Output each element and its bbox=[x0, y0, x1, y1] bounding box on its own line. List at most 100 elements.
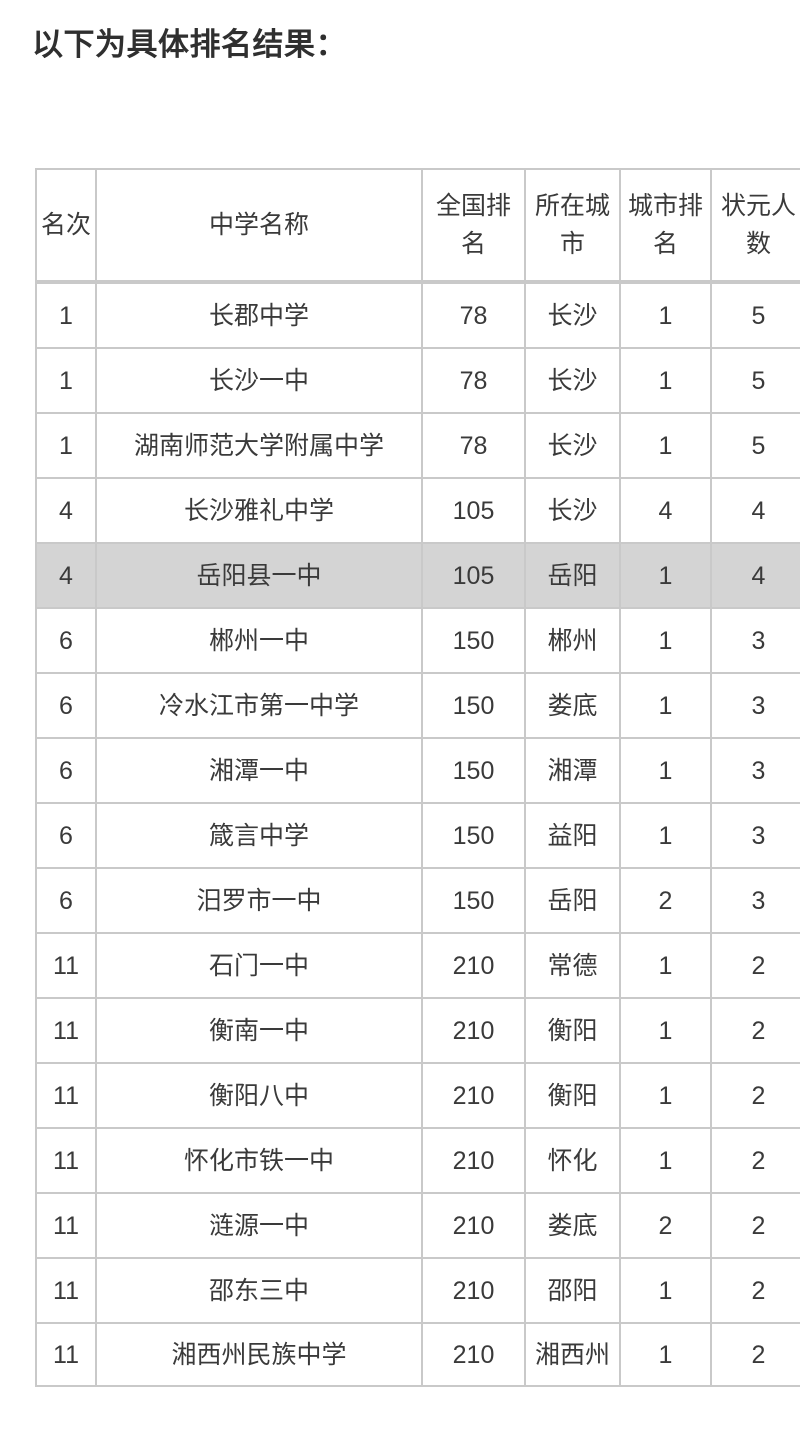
table-body: 1 长郡中学 78 长沙 1 5 1 长沙一中 78 长沙 1 5 1 湖南师范大学附属中学 78 长沙 1 5 4… bbox=[35, 282, 800, 1387]
cell-school-value: 长郡中学 bbox=[208, 301, 309, 330]
cell-count-value: 2 bbox=[751, 1146, 766, 1175]
cell-count-value: 3 bbox=[751, 756, 766, 785]
cell-national: 150 bbox=[421, 672, 524, 737]
cell-cityrank: 1 bbox=[619, 347, 710, 412]
cell-rank-value: 6 bbox=[59, 626, 73, 655]
cell-city: 岳阳 bbox=[524, 542, 619, 607]
cell-national: 210 bbox=[421, 932, 524, 997]
cell-national: 210 bbox=[421, 1192, 524, 1257]
cell-city: 益阳 bbox=[524, 802, 619, 867]
cell-count-value: 5 bbox=[751, 431, 766, 460]
cell-school-value: 涟源一中 bbox=[208, 1211, 309, 1240]
cell-city-value: 岳阳 bbox=[547, 886, 598, 915]
column-header-school-label: 中学名称 bbox=[208, 211, 309, 239]
cell-national-value: 78 bbox=[459, 366, 488, 395]
cell-cityrank: 1 bbox=[619, 412, 710, 477]
cell-rank: 11 bbox=[35, 932, 95, 997]
cell-count: 5 bbox=[710, 282, 800, 347]
table-row: 4 长沙雅礼中学 105 长沙 4 4 bbox=[35, 477, 800, 542]
cell-school-value: 汨罗市一中 bbox=[196, 886, 322, 915]
cell-national-value: 78 bbox=[459, 301, 488, 330]
table-row: 6 汨罗市一中 150 岳阳 2 3 bbox=[35, 867, 800, 932]
cell-rank: 1 bbox=[35, 282, 95, 347]
cell-national: 150 bbox=[421, 737, 524, 802]
cell-national: 210 bbox=[421, 1322, 524, 1387]
cell-cityrank: 1 bbox=[619, 607, 710, 672]
cell-cityrank-value: 2 bbox=[658, 886, 673, 915]
cell-cityrank: 1 bbox=[619, 997, 710, 1062]
cell-city-value: 衡阳 bbox=[547, 1016, 598, 1045]
column-header-national-rank: 全国排名 bbox=[421, 168, 524, 282]
cell-school: 怀化市铁一中 bbox=[95, 1127, 421, 1192]
cell-city-value: 长沙 bbox=[547, 496, 598, 525]
cell-count: 2 bbox=[710, 932, 800, 997]
table-row: 11 衡阳八中 210 衡阳 1 2 bbox=[35, 1062, 800, 1127]
cell-cityrank: 1 bbox=[619, 282, 710, 347]
cell-count-value: 5 bbox=[751, 366, 766, 395]
cell-cityrank-value: 1 bbox=[658, 821, 673, 850]
cell-city-value: 长沙 bbox=[547, 366, 598, 395]
cell-national-value: 210 bbox=[452, 951, 495, 980]
column-header-city-label: 所在城市 bbox=[534, 192, 610, 258]
cell-school-value: 邵东三中 bbox=[208, 1276, 309, 1305]
cell-cityrank-value: 1 bbox=[658, 1340, 673, 1369]
cell-count-value: 4 bbox=[751, 561, 766, 590]
cell-rank: 11 bbox=[35, 1192, 95, 1257]
cell-national: 78 bbox=[421, 282, 524, 347]
cell-city-value: 长沙 bbox=[547, 301, 598, 330]
cell-national-value: 78 bbox=[459, 431, 488, 460]
cell-school-value: 湖南师范大学附属中学 bbox=[133, 431, 384, 460]
cell-national-value: 150 bbox=[452, 691, 495, 720]
cell-school-value: 衡阳八中 bbox=[208, 1081, 309, 1110]
cell-count: 2 bbox=[710, 1322, 800, 1387]
cell-national: 210 bbox=[421, 997, 524, 1062]
cell-count: 3 bbox=[710, 737, 800, 802]
table-row: 6 冷水江市第一中学 150 娄底 1 3 bbox=[35, 672, 800, 737]
cell-school: 郴州一中 bbox=[95, 607, 421, 672]
cell-cityrank: 1 bbox=[619, 802, 710, 867]
cell-city: 邵阳 bbox=[524, 1257, 619, 1322]
cell-count: 3 bbox=[710, 672, 800, 737]
cell-school: 湘潭一中 bbox=[95, 737, 421, 802]
table-row: 11 衡南一中 210 衡阳 1 2 bbox=[35, 997, 800, 1062]
cell-cityrank-value: 1 bbox=[658, 1016, 673, 1045]
table-row: 11 涟源一中 210 娄底 2 2 bbox=[35, 1192, 800, 1257]
cell-national: 210 bbox=[421, 1127, 524, 1192]
cell-rank-value: 4 bbox=[59, 496, 73, 525]
cell-city: 怀化 bbox=[524, 1127, 619, 1192]
cell-cityrank-value: 1 bbox=[658, 951, 673, 980]
cell-cityrank-value: 1 bbox=[658, 561, 673, 590]
cell-count-value: 3 bbox=[751, 886, 766, 915]
cell-national-value: 105 bbox=[452, 496, 495, 525]
cell-cityrank: 1 bbox=[619, 672, 710, 737]
cell-rank: 6 bbox=[35, 802, 95, 867]
cell-rank-value: 11 bbox=[53, 1016, 79, 1045]
cell-school: 衡南一中 bbox=[95, 997, 421, 1062]
cell-cityrank-value: 1 bbox=[658, 691, 673, 720]
cell-city: 衡阳 bbox=[524, 1062, 619, 1127]
cell-city-value: 常德 bbox=[547, 951, 598, 980]
cell-count: 2 bbox=[710, 1127, 800, 1192]
cell-rank: 6 bbox=[35, 737, 95, 802]
column-header-rank: 名次 bbox=[35, 168, 95, 282]
cell-cityrank-value: 1 bbox=[658, 1276, 673, 1305]
cell-count: 3 bbox=[710, 867, 800, 932]
table-header: 名次 中学名称 全国排名 所在城市 城市排名 状元人数 bbox=[35, 168, 800, 282]
cell-rank: 11 bbox=[35, 1062, 95, 1127]
table-row: 11 石门一中 210 常德 1 2 bbox=[35, 932, 800, 997]
cell-school: 长郡中学 bbox=[95, 282, 421, 347]
cell-rank: 11 bbox=[35, 1127, 95, 1192]
column-header-national-rank-label: 全国排名 bbox=[435, 192, 511, 258]
cell-school-value: 湘潭一中 bbox=[208, 756, 309, 785]
cell-rank: 6 bbox=[35, 867, 95, 932]
column-header-city-rank-label: 城市排名 bbox=[627, 192, 703, 258]
cell-school: 石门一中 bbox=[95, 932, 421, 997]
cell-city-value: 郴州 bbox=[547, 626, 598, 655]
cell-city: 衡阳 bbox=[524, 997, 619, 1062]
cell-city-value: 岳阳 bbox=[547, 561, 598, 590]
cell-national-value: 210 bbox=[452, 1081, 495, 1110]
table-row: 11 怀化市铁一中 210 怀化 1 2 bbox=[35, 1127, 800, 1192]
cell-count-value: 3 bbox=[751, 821, 766, 850]
cell-count-value: 2 bbox=[751, 1016, 766, 1045]
